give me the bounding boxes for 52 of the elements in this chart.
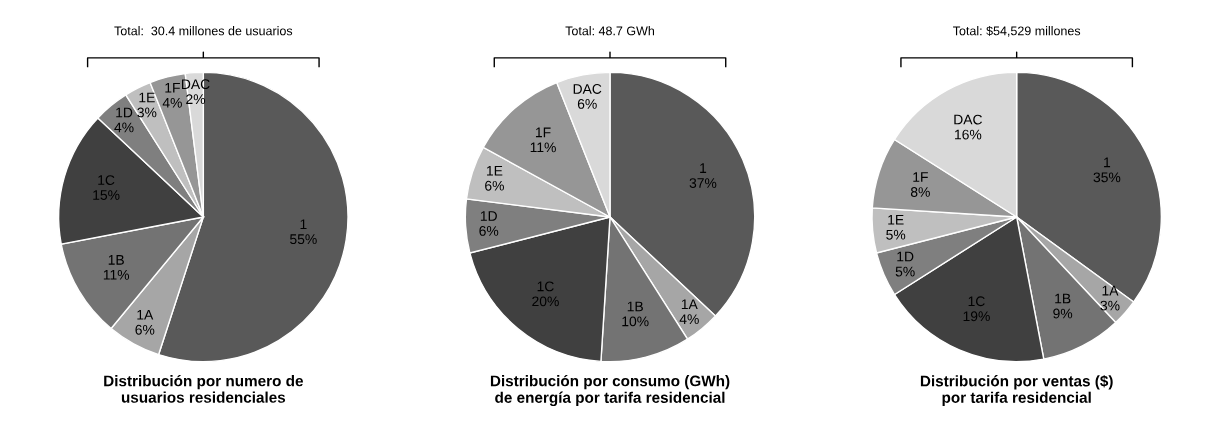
- data-label: 37%: [689, 178, 717, 188]
- data-label: 6%: [485, 180, 504, 191]
- text: Total: $54,529 millones: [953, 25, 1081, 37]
- slice-label: 1F: [165, 83, 180, 93]
- slice-label: 1F: [913, 172, 928, 182]
- slice-label: 1B: [627, 301, 643, 312]
- slice-label: 1C: [98, 175, 115, 185]
- data-label: 4%: [162, 97, 182, 108]
- data-label: 5%: [895, 266, 915, 277]
- slice-label: 1: [700, 163, 707, 173]
- data-label: 5%: [886, 229, 906, 240]
- slice-label: 1: [1104, 157, 1111, 168]
- slice-label: 1B: [108, 255, 124, 265]
- data-label: 35%: [1093, 172, 1121, 183]
- data-label: 6%: [577, 99, 597, 109]
- data-label: 6%: [479, 226, 499, 236]
- data-label: 11%: [103, 269, 130, 280]
- data-label: 8%: [910, 187, 930, 197]
- slice-label: 1D: [116, 107, 133, 118]
- slice-label: 1D: [480, 211, 497, 221]
- text: Distribución por numero de usuarios residenciales: [104, 374, 303, 403]
- data-label: 4%: [679, 314, 699, 325]
- data-label: 9%: [1053, 308, 1073, 319]
- data-label: 6%: [135, 324, 155, 335]
- text: Distribución por consumo (GWh) de energía por tarifa residencial: [490, 374, 730, 407]
- slice-label: 1F: [535, 127, 551, 138]
- data-label: 20%: [532, 296, 559, 307]
- slice-label: 1E: [139, 92, 155, 103]
- slice-label: 1A: [1102, 285, 1119, 296]
- text: Total: 48.7 GWh: [565, 26, 654, 36]
- slice-label: 1D: [897, 251, 914, 262]
- slice-label: 1B: [1055, 293, 1071, 304]
- slice-label: 1A: [681, 299, 698, 309]
- data-label: 10%: [622, 316, 649, 327]
- data-label: 16%: [955, 129, 982, 140]
- data-label: 11%: [530, 142, 556, 153]
- slice-label: 1E: [486, 166, 503, 176]
- slice-label: 1C: [537, 281, 554, 292]
- slice-label: 1E: [888, 214, 904, 225]
- text: Distribución por ventas ($) por tarifa residencial: [920, 374, 1113, 406]
- data-label: 4%: [114, 122, 134, 133]
- slice-label: 1A: [137, 310, 154, 320]
- data-label: 3%: [137, 107, 157, 118]
- text: Total: 30.4 millones de usuarios: [114, 26, 293, 36]
- slice-label: 1C: [968, 296, 985, 307]
- slice-label: 1: [300, 219, 307, 229]
- slice-label: DAC: [954, 114, 983, 125]
- data-label: 3%: [1100, 300, 1120, 311]
- data-label: 55%: [290, 234, 317, 245]
- data-label: 15%: [93, 190, 120, 200]
- data-label: 19%: [963, 311, 990, 322]
- slice-label: DAC: [573, 84, 602, 94]
